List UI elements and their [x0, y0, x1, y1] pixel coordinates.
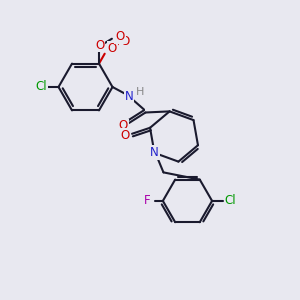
Text: O: O: [121, 129, 130, 142]
Text: O: O: [95, 38, 104, 52]
Text: N: N: [124, 89, 134, 103]
Text: H: H: [136, 87, 145, 98]
Text: F: F: [144, 194, 151, 207]
Text: Cl: Cl: [35, 80, 47, 94]
Text: Cl: Cl: [225, 194, 236, 207]
Text: N: N: [150, 146, 159, 159]
Text: O: O: [116, 30, 124, 43]
Text: O: O: [108, 42, 117, 55]
Text: O: O: [121, 35, 130, 48]
Text: O: O: [118, 119, 127, 133]
